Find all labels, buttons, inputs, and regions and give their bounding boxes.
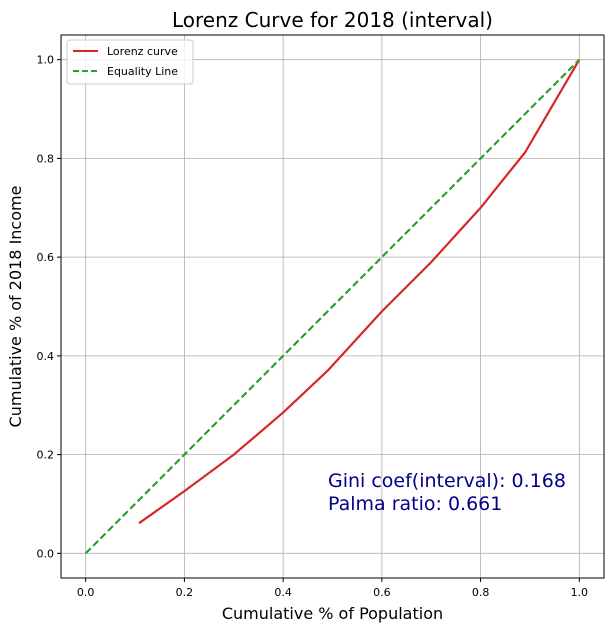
plot-area-frame [60, 34, 605, 579]
y-tick-label: 0.2 [37, 449, 55, 462]
legend: Lorenz curve Equality Line [66, 39, 194, 85]
chart-title: Lorenz Curve for 2018 (interval) [172, 8, 493, 32]
axis-ticks: 0.0 0.2 0.4 0.6 0.8 1.0 0.0 0.2 0.4 0.6 0.8 1.0 [37, 54, 589, 599]
x-tick-label: 0.8 [472, 586, 490, 599]
y-tick-label: 0.4 [37, 350, 55, 363]
x-tick-label: 0.4 [274, 586, 292, 599]
x-axis-title: Cumulative % of Population [222, 604, 443, 623]
lorenz-curve-line [138, 59, 581, 525]
legend-label-equality-line: Equality Line [107, 65, 178, 78]
equality-line-line [84, 58, 581, 555]
y-axis-title: Cumulative % of 2018 Income [6, 186, 25, 428]
legend-box [66, 39, 194, 85]
x-tick-label: 0.0 [77, 586, 95, 599]
x-tick-label: 1.0 [571, 586, 589, 599]
y-tick-label: 0.8 [37, 152, 55, 165]
x-tick-label: 0.2 [176, 586, 194, 599]
y-tick-label: 0.0 [37, 547, 55, 560]
x-tick-label: 0.6 [373, 586, 391, 599]
y-tick-label: 1.0 [37, 54, 55, 67]
palma-annotation: Palma ratio: 0.661 [328, 493, 502, 515]
y-tick-label: 0.6 [37, 251, 55, 264]
legend-label-lorenz-curve: Lorenz curve [107, 45, 178, 58]
series-lines [84, 58, 581, 555]
gini-annotation: Gini coef(interval): 0.168 [328, 470, 566, 492]
